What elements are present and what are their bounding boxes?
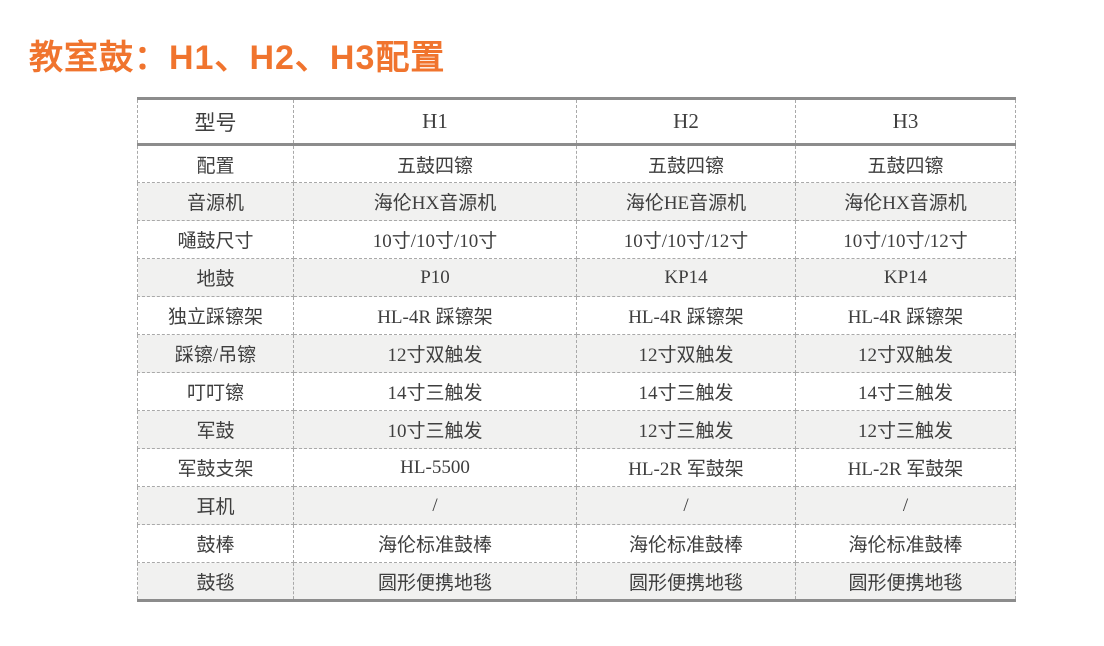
cell-h2: 12寸三触发 — [576, 410, 796, 449]
cell-h1: 10寸三触发 — [293, 410, 577, 449]
cell-h1: HL-5500 — [293, 448, 577, 487]
row-label: 踩镲/吊镲 — [137, 334, 294, 373]
table-row: 耳机 / / / — [137, 486, 1016, 525]
cell-h2: 10寸/10寸/12寸 — [576, 220, 796, 259]
cell-h3: 12寸双触发 — [795, 334, 1016, 373]
table-row: 地鼓 P10 KP14 KP14 — [137, 258, 1016, 297]
cell-h2: 海伦HE音源机 — [576, 182, 796, 221]
row-label: 嗵鼓尺寸 — [137, 220, 294, 259]
row-label: 独立踩镲架 — [137, 296, 294, 335]
cell-h2: 12寸双触发 — [576, 334, 796, 373]
table-row: 叮叮镲 14寸三触发 14寸三触发 14寸三触发 — [137, 372, 1016, 411]
cell-h2: KP14 — [576, 258, 796, 297]
cell-h2: / — [576, 486, 796, 525]
row-label: 地鼓 — [137, 258, 294, 297]
table-row: 踩镲/吊镲 12寸双触发 12寸双触发 12寸双触发 — [137, 334, 1016, 373]
spec-table: 型号 H1 H2 H3 配置 五鼓四镲 五鼓四镲 五鼓四镲 音源机 海伦HX音源… — [137, 97, 1016, 602]
cell-h3: 10寸/10寸/12寸 — [795, 220, 1016, 259]
cell-h1: 10寸/10寸/10寸 — [293, 220, 577, 259]
cell-h2: 圆形便携地毯 — [576, 562, 796, 602]
cell-h3: HL-2R 军鼓架 — [795, 448, 1016, 487]
table-header-row: 型号 H1 H2 H3 — [137, 97, 1016, 146]
cell-h3: 圆形便携地毯 — [795, 562, 1016, 602]
cell-h1: 14寸三触发 — [293, 372, 577, 411]
table-row: 音源机 海伦HX音源机 海伦HE音源机 海伦HX音源机 — [137, 182, 1016, 221]
cell-h3: / — [795, 486, 1016, 525]
cell-h3: 12寸三触发 — [795, 410, 1016, 449]
cell-h3: HL-4R 踩镲架 — [795, 296, 1016, 335]
cell-h2: 14寸三触发 — [576, 372, 796, 411]
row-label: 军鼓支架 — [137, 448, 294, 487]
cell-h1: 圆形便携地毯 — [293, 562, 577, 602]
cell-h3: KP14 — [795, 258, 1016, 297]
cell-h2: 五鼓四镲 — [576, 144, 796, 183]
cell-h1: 五鼓四镲 — [293, 144, 577, 183]
cell-h3: 海伦HX音源机 — [795, 182, 1016, 221]
cell-h2: HL-2R 军鼓架 — [576, 448, 796, 487]
table-row: 鼓毯 圆形便携地毯 圆形便携地毯 圆形便携地毯 — [137, 562, 1016, 602]
cell-h3: 海伦标准鼓棒 — [795, 524, 1016, 563]
row-label: 配置 — [137, 144, 294, 183]
table-row: 军鼓 10寸三触发 12寸三触发 12寸三触发 — [137, 410, 1016, 449]
row-label: 鼓棒 — [137, 524, 294, 563]
cell-h1: 海伦HX音源机 — [293, 182, 577, 221]
table-row: 嗵鼓尺寸 10寸/10寸/10寸 10寸/10寸/12寸 10寸/10寸/12寸 — [137, 220, 1016, 259]
table-row: 独立踩镲架 HL-4R 踩镲架 HL-4R 踩镲架 HL-4R 踩镲架 — [137, 296, 1016, 335]
col-header-h2: H2 — [576, 97, 796, 146]
table-row: 军鼓支架 HL-5500 HL-2R 军鼓架 HL-2R 军鼓架 — [137, 448, 1016, 487]
cell-h1: / — [293, 486, 577, 525]
cell-h3: 五鼓四镲 — [795, 144, 1016, 183]
row-label: 音源机 — [137, 182, 294, 221]
cell-h2: HL-4R 踩镲架 — [576, 296, 796, 335]
col-header-h3: H3 — [795, 97, 1016, 146]
col-header-model: 型号 — [137, 97, 294, 146]
table-row: 配置 五鼓四镲 五鼓四镲 五鼓四镲 — [137, 144, 1016, 183]
table-row: 鼓棒 海伦标准鼓棒 海伦标准鼓棒 海伦标准鼓棒 — [137, 524, 1016, 563]
cell-h1: HL-4R 踩镲架 — [293, 296, 577, 335]
cell-h2: 海伦标准鼓棒 — [576, 524, 796, 563]
cell-h1: 海伦标准鼓棒 — [293, 524, 577, 563]
row-label: 鼓毯 — [137, 562, 294, 602]
col-header-h1: H1 — [293, 97, 577, 146]
row-label: 耳机 — [137, 486, 294, 525]
row-label: 军鼓 — [137, 410, 294, 449]
cell-h1: 12寸双触发 — [293, 334, 577, 373]
cell-h1: P10 — [293, 258, 577, 297]
page-title: 教室鼓：H1、H2、H3配置 — [29, 39, 446, 77]
row-label: 叮叮镲 — [137, 372, 294, 411]
cell-h3: 14寸三触发 — [795, 372, 1016, 411]
